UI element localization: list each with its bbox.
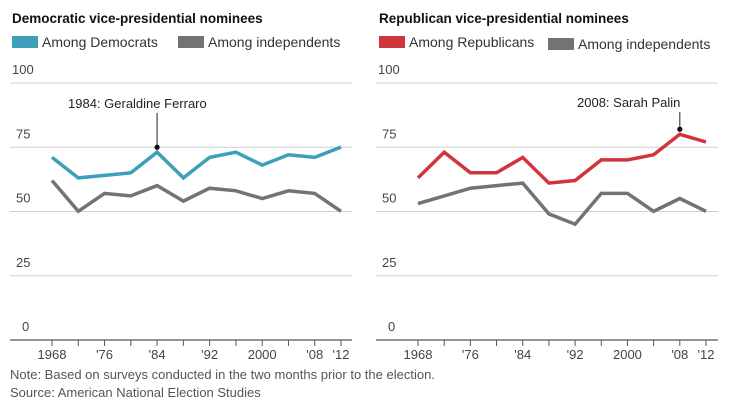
legend-swatch-independents (178, 36, 204, 48)
chart-title: Democratic vice-presidential nominees (12, 11, 263, 26)
x-tick-label: '08 (671, 347, 688, 362)
annotation-label: 1984: Geraldine Ferraro (68, 96, 207, 111)
legend-swatch-republicans (379, 36, 405, 48)
x-tick-label: '84 (149, 347, 166, 362)
x-tick-label: '12 (698, 347, 715, 362)
x-tick-label: 1968 (404, 347, 433, 362)
x-tick-label: '76 (462, 347, 479, 362)
annotation-dot (677, 126, 683, 132)
x-tick-label: '92 (567, 347, 584, 362)
legend-label-independents: Among independents (578, 36, 710, 52)
y-tick-label: 0 (22, 319, 29, 334)
x-tick-label: '92 (201, 347, 218, 362)
y-tick-label: 25 (382, 255, 396, 270)
x-tick-label: '12 (333, 347, 350, 362)
x-tick-label: '76 (96, 347, 113, 362)
y-tick-label: 100 (12, 62, 34, 77)
y-tick-label: 75 (16, 126, 30, 141)
legend-label-democrats: Among Democrats (42, 34, 158, 50)
x-tick-label: '84 (514, 347, 531, 362)
source-note: Source: American National Election Studi… (10, 385, 261, 400)
democratic-chart: Democratic vice-presidential nominees Am… (10, 11, 352, 362)
y-tick-label: 25 (16, 255, 30, 270)
y-tick-label: 75 (382, 126, 396, 141)
chart-title: Republican vice-presidential nominees (379, 11, 629, 26)
series-line (416, 132, 707, 185)
y-tick-label: 100 (378, 62, 400, 77)
annotation-dot (154, 144, 160, 150)
x-tick-label: 2000 (613, 347, 642, 362)
legend-swatch-independents (548, 38, 574, 50)
series-line (50, 179, 342, 214)
y-tick-label: 0 (388, 319, 395, 334)
y-tick-label: 50 (16, 191, 30, 206)
annotation-label: 2008: Sarah Palin (577, 95, 680, 110)
legend-label-republicans: Among Republicans (409, 34, 534, 50)
legend-swatch-democrats (12, 36, 38, 48)
x-tick-label: 2000 (248, 347, 277, 362)
series-line (417, 181, 707, 227)
y-tick-label: 50 (382, 191, 396, 206)
x-tick-label: 1968 (38, 347, 67, 362)
series-line (50, 145, 342, 181)
footnote: Note: Based on surveys conducted in the … (10, 367, 435, 382)
x-tick-label: '08 (306, 347, 323, 362)
legend-label-independents: Among independents (208, 34, 340, 50)
republican-chart: Republican vice-presidential nominees Am… (376, 11, 718, 362)
